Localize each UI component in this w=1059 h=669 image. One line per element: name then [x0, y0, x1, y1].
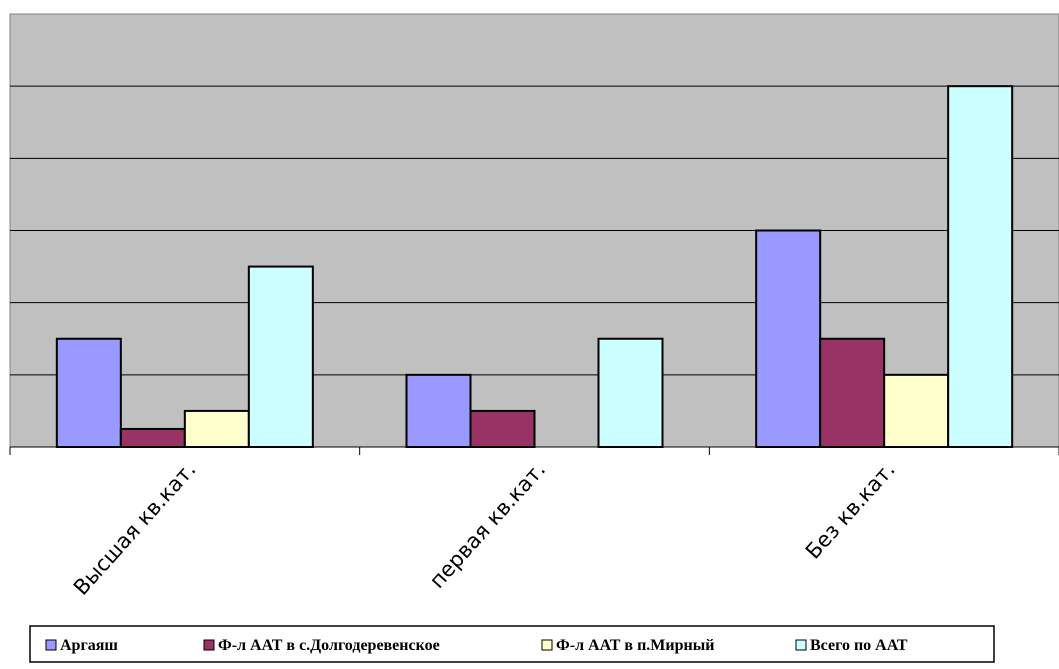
- bar: [405, 373, 472, 449]
- legend-swatch: [45, 639, 57, 651]
- category-label: первая кв.кат.: [425, 457, 550, 593]
- bar: [755, 229, 822, 448]
- legend-label: Аргаяш: [60, 637, 118, 654]
- gridlines: [10, 85, 1059, 376]
- bar: [597, 337, 664, 448]
- x-axis: [9, 446, 1059, 455]
- legend-box: [29, 625, 995, 663]
- category-labels: Высшая кв.кат. первая кв.кат. Без кв.кат.: [69, 457, 900, 599]
- bars-group: [55, 85, 1014, 449]
- bar: [55, 337, 122, 448]
- bar: [469, 409, 536, 448]
- legend-label: Всего по ААТ: [810, 637, 908, 654]
- bar: [819, 337, 886, 448]
- bar: [183, 409, 250, 448]
- legend-label: Ф-л ААТ в п.Мирный: [556, 637, 714, 654]
- legend-swatch: [203, 639, 215, 651]
- legend-swatch: [541, 639, 553, 651]
- legend-label: Ф-л ААТ в с.Долгодеревенское: [218, 637, 440, 654]
- bar: [947, 85, 1014, 449]
- category-label: Без кв.кат.: [801, 457, 900, 563]
- bar: [119, 427, 186, 449]
- legend-swatch: [795, 639, 807, 651]
- legend: Аргаяш Ф-л ААТ в с.Долгодеревенское Ф-л АА…: [29, 625, 995, 663]
- bar: [247, 265, 314, 449]
- category-label: Высшая кв.кат.: [69, 457, 201, 599]
- bar: [883, 373, 950, 449]
